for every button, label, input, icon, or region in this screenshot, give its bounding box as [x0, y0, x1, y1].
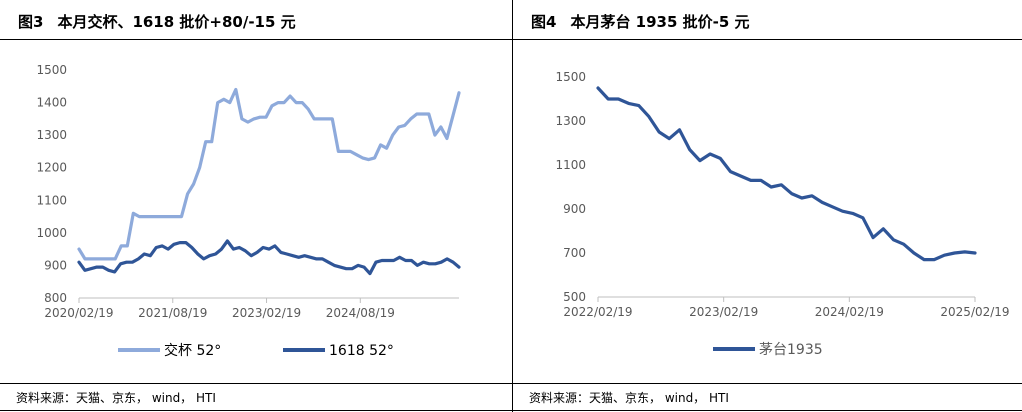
left-y-tick-label: 1200	[36, 161, 67, 175]
left-figure-title: 图3 本月交杯、1618 批价+80/-15 元	[18, 11, 296, 32]
left-y-tick-label: 1400	[36, 96, 67, 110]
left-x-tick-label: 2023/02/19	[232, 306, 301, 320]
right-legend-label-1: 茅台1935	[759, 342, 823, 358]
right-y-tick-label: 900	[563, 202, 586, 216]
right-source-bar: 资料来源：天猫、京东， wind， HTI	[513, 383, 1022, 411]
left-y-tick-label: 1100	[36, 193, 67, 207]
left-source-bar: 资料来源：天猫、京东， wind， HTI	[0, 383, 512, 411]
left-series-line-2	[77, 239, 461, 276]
left-source-note: 资料来源：天猫、京东， wind， HTI	[16, 391, 216, 405]
left-y-tick-label: 900	[44, 258, 67, 272]
left-chart: 800 900 1000 1100 1200 1300 1400 1500 2020/02/19…	[36, 63, 461, 359]
right-y-tick-label: 1100	[555, 158, 586, 172]
right-x-tick-label: 2023/02/19	[689, 305, 758, 319]
right-x-tick-label: 2024/02/19	[815, 305, 884, 319]
right-x-tick-label: 2022/02/19	[563, 305, 632, 319]
left-title-bar: 图3 本月交杯、1618 批价+80/-15 元	[0, 3, 512, 40]
left-legend-label-2: 1618 52°	[329, 343, 394, 359]
left-figure-caption: 本月交杯、1618 批价+80/-15 元	[57, 13, 296, 31]
right-figure-title: 图4 本月茅台 1935 批价-5 元	[531, 11, 750, 32]
left-x-tick-label: 2021/08/19	[138, 306, 207, 320]
right-y-tick-label: 700	[563, 246, 586, 260]
left-series-line-1	[77, 87, 461, 261]
right-y-tick-label: 500	[563, 290, 586, 304]
right-title-bar: 图4 本月茅台 1935 批价-5 元	[513, 3, 1022, 40]
left-figure-number: 图3	[18, 13, 44, 31]
right-figure-number: 图4	[531, 13, 557, 31]
left-panel: 图3 本月交杯、1618 批价+80/-15 元 800 900 1000 1100 12…	[0, 3, 512, 411]
right-y-tick-label: 1300	[555, 114, 586, 128]
left-y-tick-label: 1000	[36, 226, 67, 240]
left-y-tick-label: 1300	[36, 128, 67, 142]
left-legend-label-1: 交杯 52°	[164, 342, 221, 359]
right-panel: 图4 本月茅台 1935 批价-5 元 500 700 900 1100 1300 1500…	[512, 0, 1022, 412]
right-chart: 500 700 900 1100 1300 1500 2022/02/19 2023/02/1…	[555, 70, 1009, 358]
right-x-tick-label: 2025/02/19	[940, 305, 1009, 319]
right-series-line-1	[596, 86, 977, 262]
right-y-tick-label: 1500	[555, 70, 586, 84]
right-source-note: 资料来源：天猫、京东， wind， HTI	[529, 391, 729, 405]
left-y-tick-label: 800	[44, 291, 67, 305]
right-figure-caption: 本月茅台 1935 批价-5 元	[570, 13, 750, 31]
left-x-tick-label: 2020/02/19	[44, 306, 113, 320]
left-y-tick-label: 1500	[36, 63, 67, 77]
left-x-tick-label: 2024/08/19	[326, 306, 395, 320]
